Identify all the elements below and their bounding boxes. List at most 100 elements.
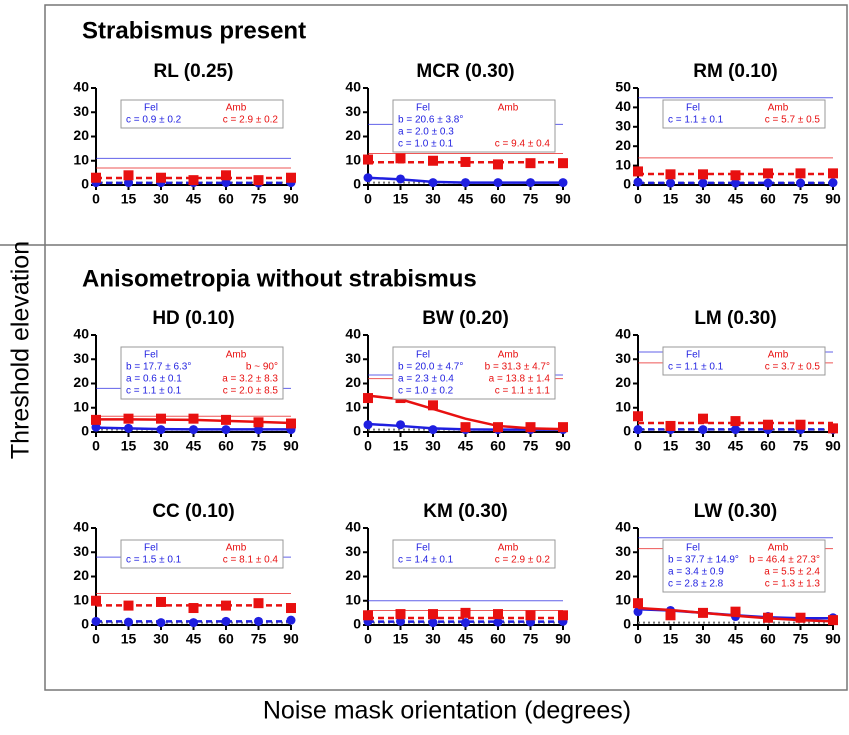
y-tick-label: 30: [615, 543, 631, 559]
data-point: [633, 166, 643, 177]
legend-box: [120, 539, 284, 569]
y-tick-label: 0: [623, 616, 631, 632]
legend-param: c = 1.5 ± 0.1: [126, 555, 182, 566]
legend-param: c = 1.0 ± 0.1: [398, 139, 454, 150]
data-point: [698, 169, 708, 180]
legend-box: [662, 346, 826, 376]
x-tick-label: 90: [825, 191, 841, 207]
data-point: [428, 425, 438, 435]
data-point: [796, 178, 805, 188]
y-tick-label: 0: [353, 176, 361, 192]
data-point: [91, 595, 101, 606]
x-tick-label: 30: [695, 191, 711, 207]
data-point: [633, 425, 643, 435]
x-tick-label: 60: [490, 438, 506, 454]
legend-param: c = 9.4 ± 0.4: [495, 139, 551, 150]
y-tick-label: 0: [623, 176, 631, 192]
y-tick-label: 20: [345, 374, 361, 390]
data-point: [91, 422, 101, 432]
legend-box: [392, 539, 556, 569]
data-point: [730, 170, 741, 181]
data-point: [428, 618, 438, 628]
x-tick-label: 75: [523, 438, 539, 454]
legend-param: b = 20.0 ± 4.7°: [398, 362, 463, 373]
legend-name: Amb: [768, 543, 789, 554]
data-point: [730, 606, 741, 617]
data-point: [124, 423, 133, 433]
data-point: [156, 618, 166, 628]
x-tick-label: 45: [458, 191, 474, 207]
data-point: [363, 173, 373, 183]
legend-name: Fel: [416, 543, 430, 554]
x-tick-label: 75: [793, 438, 809, 454]
y-tick-label: 20: [73, 127, 89, 143]
y-tick-label: 30: [73, 350, 89, 366]
x-tick-label: 75: [251, 438, 267, 454]
data-point: [460, 422, 471, 433]
x-tick-label: 15: [393, 191, 409, 207]
data-point: [698, 607, 708, 618]
legend-param: a = 0.6 ± 0.1: [126, 374, 182, 385]
x-tick-label: 45: [728, 191, 744, 207]
x-tick-label: 30: [153, 631, 169, 647]
x-tick-label: 90: [555, 191, 571, 207]
data-point: [124, 617, 133, 627]
x-tick-label: 45: [728, 631, 744, 647]
x-tick-label: 0: [92, 438, 100, 454]
legend-param: c = 1.0 ± 0.2: [398, 386, 454, 397]
data-point: [828, 423, 838, 434]
y-tick-label: 10: [345, 151, 361, 167]
y-tick-label: 0: [81, 616, 89, 632]
data-point: [493, 609, 503, 620]
legend-param: c = 1.1 ± 0.1: [668, 115, 724, 126]
data-point: [396, 174, 405, 184]
data-point: [123, 413, 134, 424]
legend-name: Fel: [416, 103, 430, 114]
panel-title: HD (0.10): [152, 308, 234, 329]
y-tick-label: 20: [615, 137, 631, 153]
data-point: [189, 618, 198, 628]
data-point: [698, 413, 708, 424]
x-tick-label: 60: [490, 191, 506, 207]
y-tick-label: 40: [345, 326, 361, 342]
data-point: [428, 178, 438, 188]
data-point: [395, 153, 406, 164]
panel-title: RL (0.25): [154, 61, 234, 82]
x-tick-label: 90: [283, 438, 299, 454]
x-tick-label: 45: [186, 191, 202, 207]
section-title: Anisometropia without strabismus: [82, 265, 477, 292]
legend-param: a = 3.4 ± 0.9: [668, 567, 724, 578]
x-tick-label: 45: [458, 631, 474, 647]
data-point: [91, 172, 101, 183]
x-tick-label: 30: [695, 438, 711, 454]
x-tick-label: 0: [364, 191, 372, 207]
x-tick-label: 60: [760, 191, 776, 207]
y-tick-label: 10: [345, 398, 361, 414]
x-tick-label: 0: [92, 631, 100, 647]
legend-param: c = 2.9 ± 0.2: [495, 555, 551, 566]
panel-title: MCR (0.30): [416, 61, 514, 82]
y-tick-label: 40: [345, 519, 361, 535]
panel-title: KM (0.30): [423, 501, 507, 522]
data-point: [493, 422, 503, 433]
x-tick-label: 75: [523, 191, 539, 207]
x-tick-label: 0: [634, 438, 642, 454]
legend-name: Amb: [768, 103, 789, 114]
x-tick-label: 15: [663, 438, 679, 454]
y-tick-label: 50: [615, 79, 631, 95]
x-tick-label: 45: [186, 631, 202, 647]
legend-param: c = 2.8 ± 2.8: [668, 579, 724, 590]
data-point: [493, 178, 503, 188]
y-tick-label: 30: [615, 118, 631, 134]
y-tick-label: 10: [615, 398, 631, 414]
y-tick-label: 40: [73, 519, 89, 535]
data-point: [828, 168, 838, 179]
x-tick-label: 90: [283, 631, 299, 647]
y-tick-label: 30: [345, 103, 361, 119]
y-tick-label: 10: [73, 398, 89, 414]
legend-name: Amb: [226, 103, 247, 114]
data-point: [558, 610, 568, 621]
